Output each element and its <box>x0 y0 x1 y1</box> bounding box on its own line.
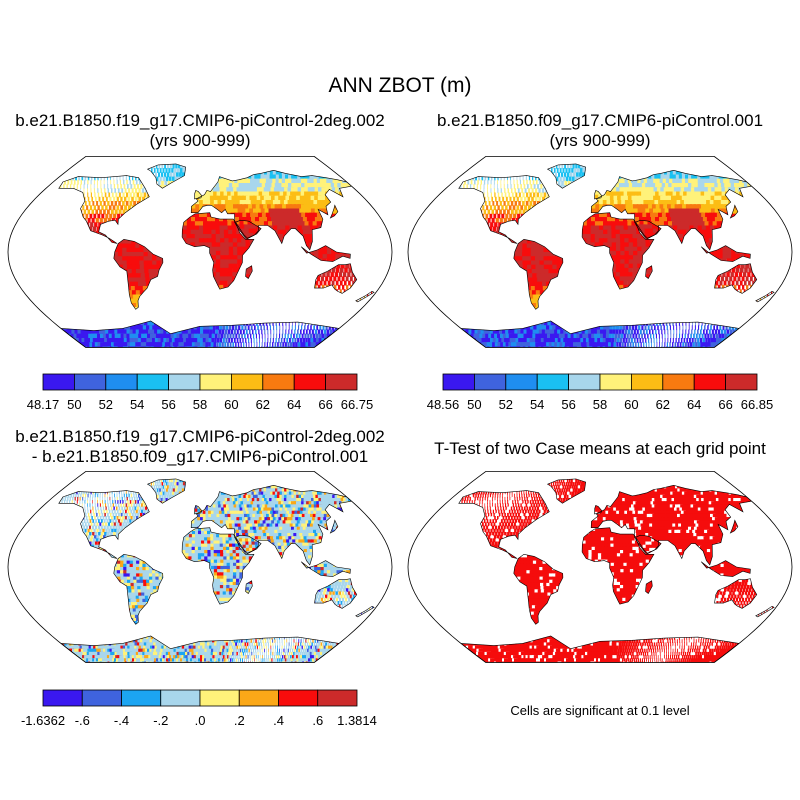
panel-title-diff-line1: b.e21.B1850.f19_g17.CMIP6-piControl-2deg… <box>15 427 385 446</box>
colorbar-case1-swatch-6 <box>230 373 264 391</box>
colorbar-case2-label-3: 54 <box>530 397 544 412</box>
colorbar-case1-label-9: 66 <box>318 397 332 412</box>
colorbar-diff-label-6: .4 <box>273 713 284 728</box>
colorbar-case1: 48.17 50 52 54 56 58 60 62 64 66 66.75 <box>0 372 400 414</box>
colorbar-case2-swatch-8 <box>693 373 727 391</box>
panel-title-case1-line2: (yrs 900-999) <box>149 131 251 150</box>
map-border <box>407 471 793 663</box>
colorbar-case1-swatch-2 <box>105 373 138 391</box>
colorbar-diff-label-7: .6 <box>312 713 323 728</box>
colorbar-case1-label-10: 66.75 <box>341 397 374 412</box>
colorbar-case2-swatch-9 <box>725 373 758 391</box>
colorbar-diff-label-1: -.6 <box>75 713 90 728</box>
colorbar-case1-label-2: 52 <box>99 397 113 412</box>
colorbar-case2-swatch-6 <box>630 373 664 391</box>
colorbar-case1-label-3: 54 <box>130 397 144 412</box>
map-border <box>7 156 393 348</box>
colorbar-case1-swatch-0 <box>42 373 75 391</box>
panel-title-ttest: T-Test of two Case means at each grid po… <box>405 439 795 459</box>
colorbar-case1-svg: 48.17 50 52 54 56 58 60 62 64 66 66.75 <box>27 373 374 412</box>
colorbar-case2-label-0: 48.56 <box>427 397 460 412</box>
map-ttest <box>405 467 795 667</box>
colorbar-case1-label-7: 62 <box>256 397 270 412</box>
colorbar-diff-swatch-0 <box>42 689 83 707</box>
panel-title-case1: b.e21.B1850.f19_g17.CMIP6-piControl-2deg… <box>5 111 395 151</box>
figure-title: ANN ZBOT (m) <box>328 74 472 97</box>
panel-title-case2: b.e21.B1850.f09_g17.CMIP6-piControl.001 … <box>405 111 795 151</box>
colorbar-diff-swatch-2 <box>121 689 162 707</box>
colorbar-diff-label-0: -1.6362 <box>21 713 65 728</box>
colorbar-case2-label-4: 56 <box>561 397 575 412</box>
map-case1-svg <box>7 156 393 348</box>
colorbar-diff-label-4: .0 <box>195 713 206 728</box>
colorbar-case2-swatch-1 <box>474 373 507 391</box>
colorbar-case1-swatch-5 <box>199 373 232 391</box>
colorbar-case2-swatch-0 <box>442 373 475 391</box>
colorbar-diff-swatch-3 <box>160 689 201 707</box>
colorbar-diff-swatch-4 <box>199 689 240 707</box>
panel-title-diff: b.e21.B1850.f19_g17.CMIP6-piControl-2deg… <box>5 427 395 467</box>
colorbar-diff-label-5: .2 <box>234 713 245 728</box>
colorbar-case2-swatch-4 <box>568 373 601 391</box>
colorbar-case1-swatch-3 <box>136 373 169 391</box>
colorbar-case1-swatch-8 <box>293 373 327 391</box>
colorbar-diff-label-3: -.2 <box>153 713 168 728</box>
colorbar-case2-label-9: 66 <box>718 397 732 412</box>
land-cells <box>58 163 373 348</box>
colorbar-case2-label-10: 66.85 <box>741 397 774 412</box>
land-australia <box>714 578 757 609</box>
map-case2 <box>405 152 795 352</box>
colorbar-diff-swatch-6 <box>278 689 319 707</box>
map-border <box>407 156 793 348</box>
colorbar-case2-label-2: 52 <box>499 397 513 412</box>
colorbar-diff-swatch-5 <box>238 689 279 707</box>
colorbar-diff-label-2: -.4 <box>114 713 129 728</box>
colorbar-case1-label-5: 58 <box>193 397 207 412</box>
colorbar-case1-swatch-9 <box>325 373 358 391</box>
colorbar-diff-swatch-7 <box>317 689 358 707</box>
colorbar-case1-swatch-1 <box>74 373 107 391</box>
colorbar-case1-swatch-7 <box>262 373 295 391</box>
map-diff <box>5 467 395 667</box>
colorbar-case2-label-1: 50 <box>467 397 481 412</box>
map-ttest-svg <box>407 471 793 663</box>
panel-title-ttest-line1: T-Test of two Case means at each grid po… <box>434 439 766 458</box>
panel-title-case2-line1: b.e21.B1850.f09_g17.CMIP6-piControl.001 <box>436 111 764 130</box>
colorbar-case2-swatch-3 <box>536 373 569 391</box>
panel-title-case2-line2: (yrs 900-999) <box>549 131 651 150</box>
map-case1 <box>5 152 395 352</box>
colorbar-case1-label-4: 56 <box>161 397 175 412</box>
colorbar-case2-swatch-5 <box>599 373 632 391</box>
map-border <box>7 471 393 663</box>
colorbar-diff-svg: -1.6362 -.6 -.4 -.2 .0 .2 .4 .6 1.3814 <box>21 689 377 728</box>
colorbar-case2-swatch-2 <box>505 373 538 391</box>
colorbar-case2-swatch-7 <box>662 373 695 391</box>
colorbar-diff-swatch-1 <box>81 689 122 707</box>
colorbar-case1-label-0: 48.17 <box>27 397 60 412</box>
colorbar-case2-label-6: 60 <box>624 397 638 412</box>
significance-note: Cells are significant at 0.1 level <box>510 703 690 718</box>
colorbar-diff-label-8: 1.3814 <box>337 713 377 728</box>
map-diff-svg <box>7 471 393 663</box>
panel-title-diff-line2: - b.e21.B1850.f09_g17.CMIP6-piControl.00… <box>31 447 369 466</box>
colorbar-case2-label-8: 64 <box>687 397 701 412</box>
colorbar-case1-swatch-4 <box>168 373 201 391</box>
colorbar-case2-label-7: 62 <box>656 397 670 412</box>
colorbar-diff: -1.6362 -.6 -.4 -.2 .0 .2 .4 .6 1.3814 <box>0 688 400 730</box>
panel-title-case1-line1: b.e21.B1850.f19_g17.CMIP6-piControl-2deg… <box>15 111 385 130</box>
map-case2-svg <box>407 156 793 348</box>
colorbar-case1-label-8: 64 <box>287 397 301 412</box>
colorbar-case2-label-5: 58 <box>593 397 607 412</box>
colorbar-case2: 48.56 50 52 54 56 58 60 62 64 66 66.85 <box>400 372 800 414</box>
colorbar-case2-svg: 48.56 50 52 54 56 58 60 62 64 66 66.85 <box>427 373 774 412</box>
colorbar-case1-label-6: 60 <box>224 397 238 412</box>
colorbar-case1-label-1: 50 <box>67 397 81 412</box>
